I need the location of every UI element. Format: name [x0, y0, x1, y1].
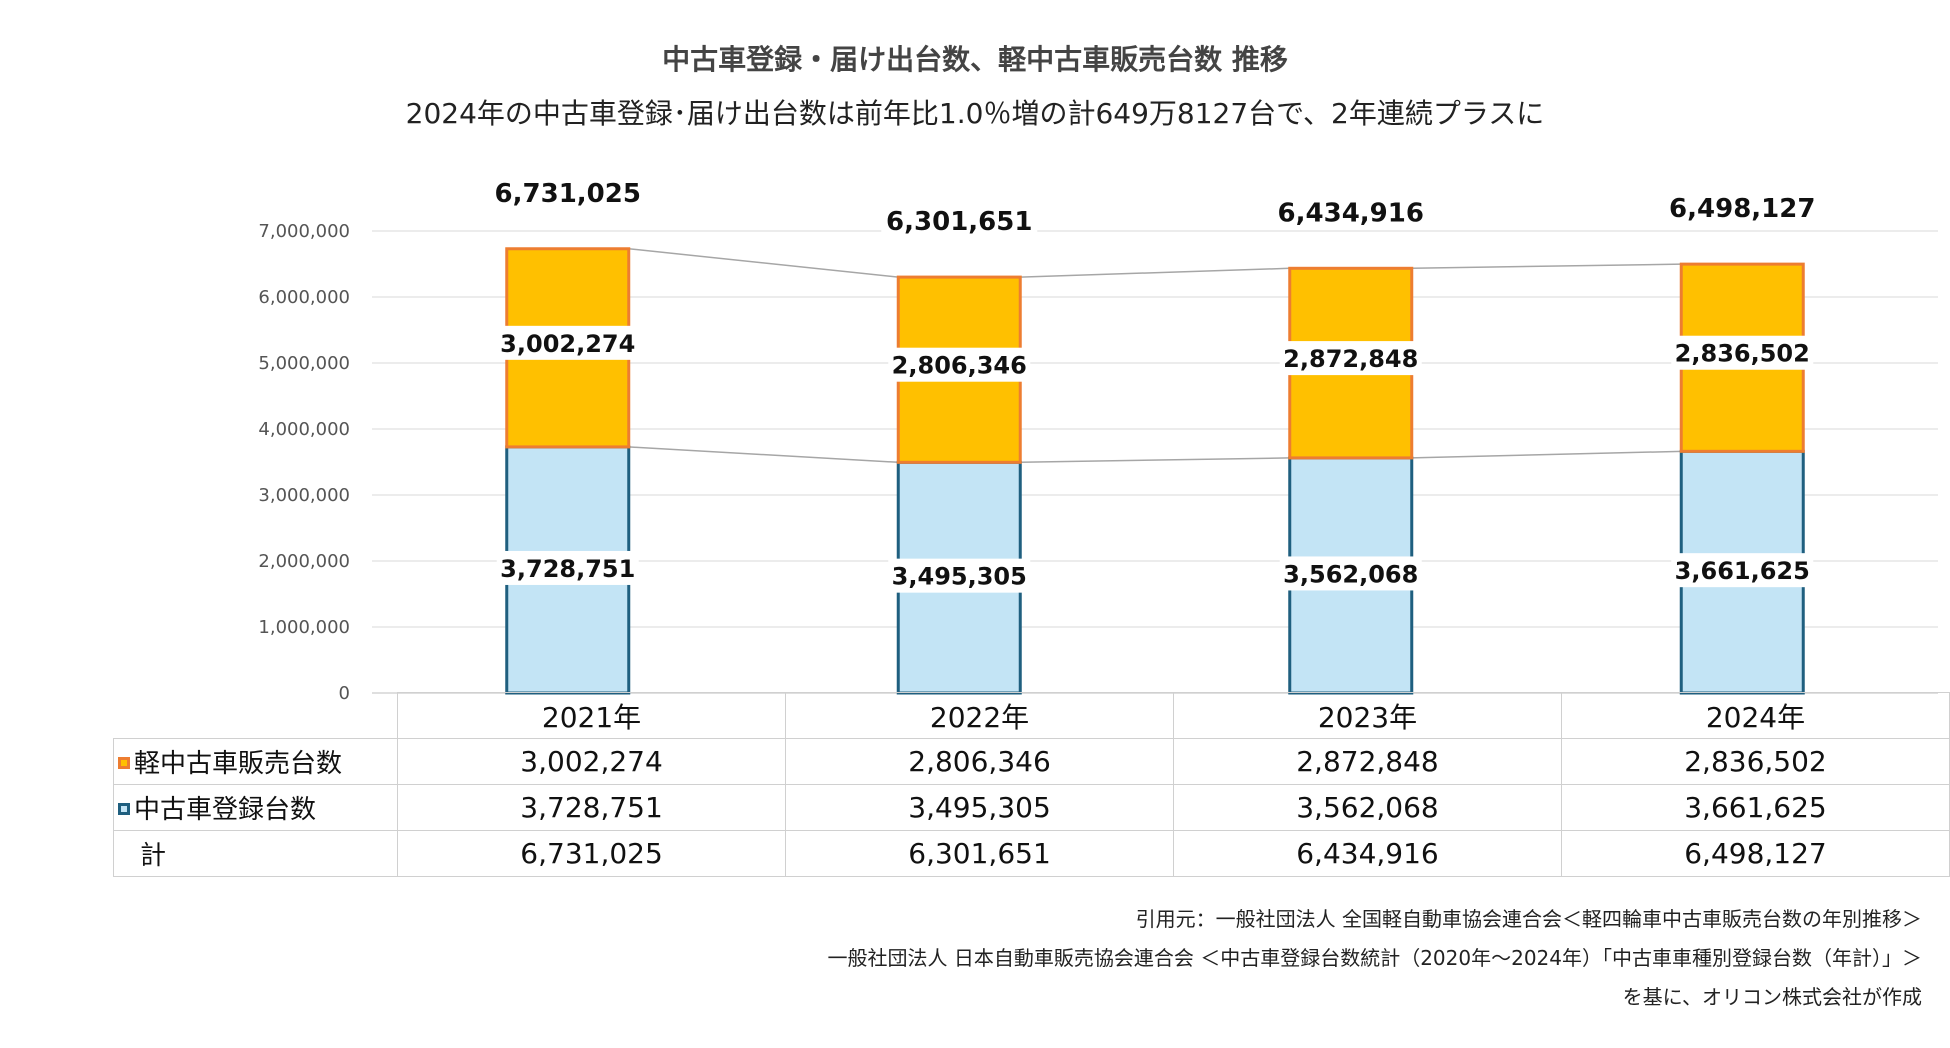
data-label-registered-bg	[888, 558, 1031, 593]
table-row: 中古車登録台数 3,728,751 3,495,305 3,562,068 3,…	[112, 784, 1950, 831]
legend-swatch-registered	[118, 803, 130, 815]
table-row-label-registered: 中古車登録台数	[112, 784, 399, 831]
total-label-bg	[489, 175, 646, 210]
series-line-total	[628, 248, 899, 278]
data-labels: 3,728,751 3,002,274 6,731,025 3,495,305 2,80…	[489, 175, 1821, 593]
table-cell: 3,562,068	[1173, 784, 1562, 831]
table-header-2021: 2021年	[397, 692, 787, 739]
series-line-registered	[1020, 457, 1290, 464]
total-label: 計	[140, 841, 167, 871]
table-row-label-total: 計	[112, 830, 399, 877]
data-label-registered: 3,661,625	[1675, 557, 1810, 585]
data-label-kei: 3,002,274	[500, 330, 635, 358]
data-label-registered-bg	[1279, 556, 1422, 591]
table-cell: 3,661,625	[1560, 784, 1950, 831]
series-line-registered	[1411, 450, 1682, 459]
y-tick-label: 7,000,000	[258, 221, 350, 242]
total-label-bg	[1664, 191, 1821, 226]
series-line-total	[1411, 263, 1682, 270]
table-row: 計 6,731,025 6,301,651 6,434,916 6,498,12…	[112, 830, 1950, 877]
total-label-bg	[1272, 195, 1429, 230]
table-header-2023: 2023年	[1173, 692, 1562, 739]
table-header-row: 2021年 2022年 2023年 2024年	[113, 692, 1950, 739]
table-cell: 3,728,751	[397, 784, 787, 831]
data-label-kei: 2,872,848	[1283, 345, 1418, 373]
data-label-registered-bg	[1671, 553, 1814, 588]
series-line-total	[1020, 267, 1290, 278]
table-cell: 6,434,916	[1173, 830, 1562, 877]
data-label-kei-bg	[888, 347, 1031, 382]
table-cell: 2,806,346	[785, 738, 1175, 785]
legend-swatch-kei	[118, 757, 130, 769]
table-corner	[113, 692, 399, 739]
data-label-kei-bg	[1279, 341, 1422, 376]
legend-label-registered: 中古車登録台数	[134, 795, 317, 825]
y-axis: 0 1,000,000 2,000,000 3,000,000 4,000,000 5,0…	[258, 221, 350, 700]
y-tick-label: 0	[339, 683, 350, 700]
source-line: 一般社団法人 日本自動車販売協会連合会 ＜中古車登録台数統計（2020年～202…	[827, 946, 1922, 970]
table-row-label-kei: 軽中古車販売台数	[112, 738, 399, 785]
data-label-kei: 2,806,346	[892, 352, 1027, 380]
table-header-2024: 2024年	[1560, 692, 1950, 739]
data-label-registered: 3,495,305	[892, 563, 1027, 591]
table-cell: 3,002,274	[397, 738, 787, 785]
table-row: 軽中古車販売台数 3,002,274 2,806,346 2,872,848 2…	[112, 738, 1950, 785]
table-cell: 3,495,305	[785, 784, 1175, 831]
y-tick-label: 3,000,000	[258, 485, 350, 506]
data-label-kei-bg	[496, 325, 639, 360]
table-header-2022: 2022年	[785, 692, 1175, 739]
y-tick-label: 6,000,000	[258, 287, 350, 308]
total-label: 6,498,127	[1669, 194, 1815, 224]
series-line-registered	[628, 446, 899, 464]
y-tick-label: 2,000,000	[258, 551, 350, 572]
table-cell: 6,301,651	[785, 830, 1175, 877]
total-label: 6,731,025	[495, 179, 641, 209]
y-tick-label: 4,000,000	[258, 419, 350, 440]
source-notes: 引用元：一般社団法人 全国軽自動車協会連合会＜軽四輪車中古車販売台数の年別推移＞…	[827, 900, 1922, 1017]
y-tick-label: 1,000,000	[258, 617, 350, 638]
source-line: 引用元：一般社団法人 全国軽自動車協会連合会＜軽四輪車中古車販売台数の年別推移＞	[1135, 907, 1922, 931]
data-label-registered: 3,562,068	[1283, 560, 1418, 588]
total-label: 6,301,651	[886, 207, 1032, 237]
bars	[505, 247, 1805, 695]
total-label: 6,434,916	[1278, 198, 1424, 228]
table-cell: 6,498,127	[1560, 830, 1950, 877]
stacked-bar-chart: 0 1,000,000 2,000,000 3,000,000 4,000,000 5,0…	[258, 175, 1938, 700]
y-tick-label: 5,000,000	[258, 353, 350, 374]
data-label-kei-bg	[1671, 335, 1814, 370]
table-cell: 2,872,848	[1173, 738, 1562, 785]
total-label-bg	[881, 204, 1038, 239]
series-lines	[628, 248, 1682, 464]
data-label-registered-bg	[496, 550, 639, 585]
source-line: を基に、オリコン株式会社が作成	[1622, 985, 1922, 1009]
chart-subtitle: 2024年の中古車登録･届け出台数は前年比1.0％増の計649万8127台で、2…	[405, 97, 1545, 130]
data-table: 2021年 2022年 2023年 2024年 軽中古車販売台数 3,002,2…	[112, 692, 1950, 877]
chart-title: 中古車登録・届け出台数、軽中古車販売台数 推移	[662, 43, 1288, 76]
data-label-registered: 3,728,751	[500, 555, 635, 583]
table-cell: 2,836,502	[1560, 738, 1950, 785]
legend-label-kei: 軽中古車販売台数	[134, 749, 343, 779]
table-cell: 6,731,025	[397, 830, 787, 877]
data-label-kei: 2,836,502	[1675, 340, 1810, 368]
